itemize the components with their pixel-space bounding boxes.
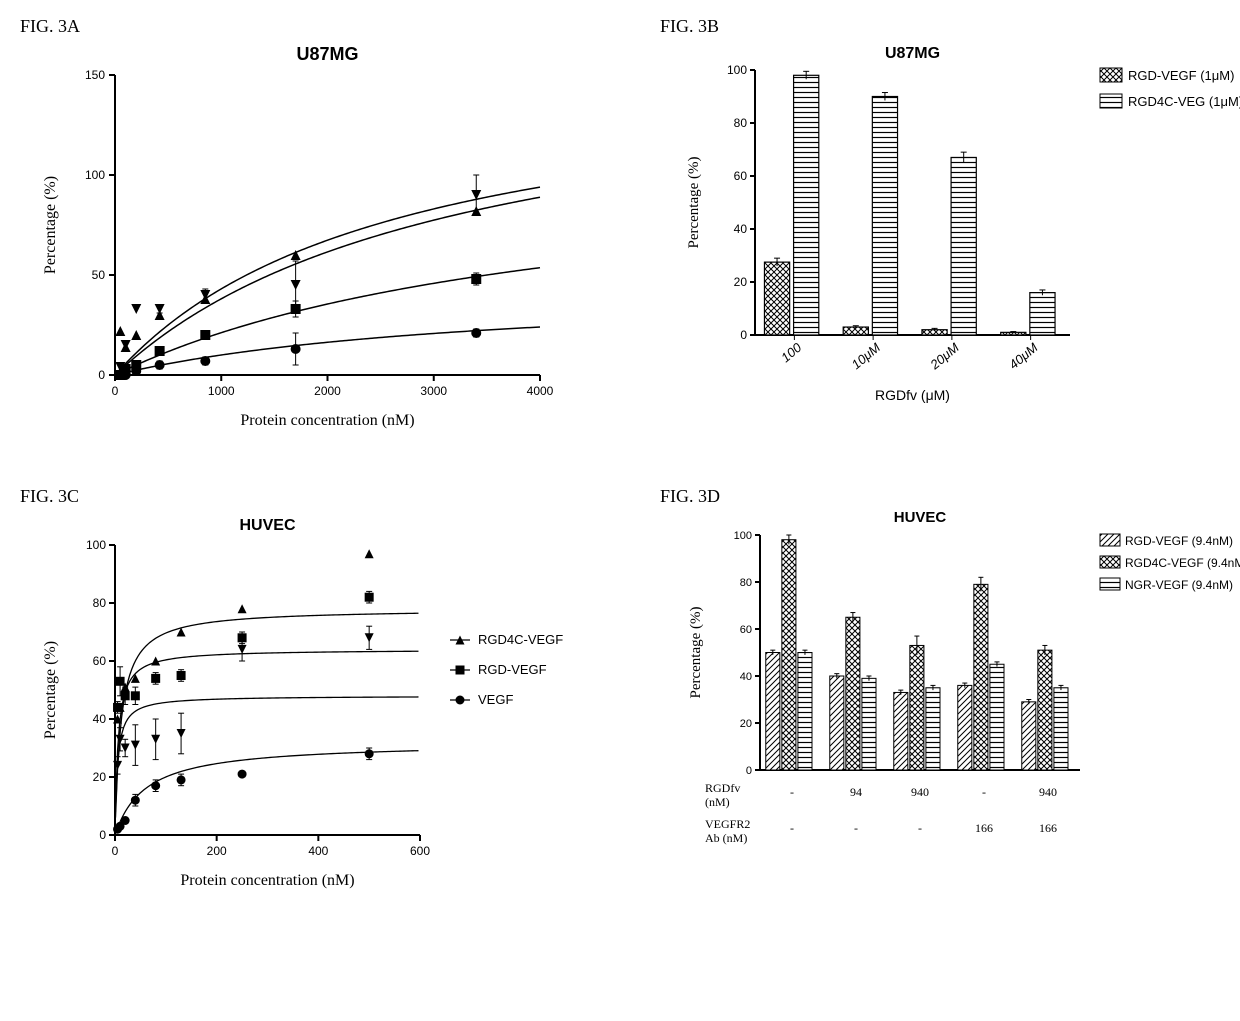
- panel-3c: FIG. 3C 0200400600020406080100HUVECProte…: [20, 490, 640, 930]
- svg-text:50: 50: [92, 268, 106, 282]
- panel-3a: FIG. 3A 01000200030004000050100150U87MGP…: [20, 20, 640, 460]
- svg-text:60: 60: [740, 624, 752, 636]
- svg-text:Protein concentration (nM): Protein concentration (nM): [240, 412, 414, 429]
- svg-text:U87MG: U87MG: [885, 45, 940, 62]
- svg-text:RGD-VEGF: RGD-VEGF: [478, 662, 547, 677]
- panel-3d: FIG. 3D 020406080100HUVECPercentage (%)R…: [660, 490, 1240, 930]
- svg-text:HUVEC: HUVEC: [239, 517, 295, 534]
- svg-text:VEGFR2: VEGFR2: [705, 817, 750, 831]
- svg-text:-: -: [854, 821, 858, 835]
- svg-text:40μM: 40μM: [1006, 340, 1041, 372]
- svg-text:94: 94: [850, 785, 862, 799]
- svg-text:0: 0: [740, 328, 747, 342]
- svg-text:20: 20: [734, 275, 748, 289]
- svg-text:U87MG: U87MG: [296, 44, 358, 64]
- svg-text:200: 200: [207, 844, 227, 858]
- svg-text:Percentage (%): Percentage (%): [688, 606, 704, 698]
- svg-text:RGD4C-VEGF (9.4nM): RGD4C-VEGF (9.4nM): [1125, 556, 1240, 570]
- svg-text:100: 100: [778, 339, 805, 365]
- svg-text:80: 80: [740, 577, 752, 589]
- svg-text:2000: 2000: [314, 384, 341, 398]
- svg-text:RGD4C-VEG (1μM): RGD4C-VEG (1μM): [1128, 94, 1240, 109]
- svg-text:100: 100: [86, 538, 106, 552]
- svg-text:-: -: [790, 821, 794, 835]
- fig-label-3d: FIG. 3D: [660, 486, 720, 507]
- svg-text:20: 20: [740, 718, 752, 730]
- panel-3b: FIG. 3B 02040608010010010μM20μM40μMU87MG…: [660, 20, 1240, 460]
- chart-3c: 0 200 400 600 0 20 40 60 80 100 HUVEC Protein conce…: [20, 490, 640, 930]
- svg-text:-: -: [982, 785, 986, 799]
- svg-text:940: 940: [1039, 785, 1057, 799]
- svg-text:80: 80: [734, 116, 748, 130]
- svg-text:100: 100: [85, 168, 105, 182]
- svg-text:100: 100: [734, 530, 752, 542]
- svg-text:Percentage (%): Percentage (%): [42, 641, 59, 739]
- svg-text:4000: 4000: [527, 384, 554, 398]
- fig-label-3b: FIG. 3B: [660, 16, 719, 37]
- svg-text:40: 40: [93, 712, 107, 726]
- svg-text:0: 0: [112, 384, 119, 398]
- svg-text:0: 0: [98, 368, 105, 382]
- svg-text:40: 40: [734, 222, 748, 236]
- svg-text:Protein concentration (nM): Protein concentration (nM): [180, 872, 354, 889]
- svg-text:RGD4C-VEGF: RGD4C-VEGF: [478, 632, 563, 647]
- svg-text:Ab (nM): Ab (nM): [705, 831, 747, 845]
- svg-text:VEGF: VEGF: [478, 692, 513, 707]
- svg-text:RGD-VEGF (1μM): RGD-VEGF (1μM): [1128, 68, 1234, 83]
- svg-text:3000: 3000: [420, 384, 447, 398]
- svg-text:1000: 1000: [208, 384, 235, 398]
- svg-text:HUVEC: HUVEC: [894, 509, 947, 526]
- svg-text:NGR-VEGF (9.4nM): NGR-VEGF (9.4nM): [1125, 578, 1233, 592]
- svg-text:60: 60: [734, 169, 748, 183]
- svg-text:166: 166: [975, 821, 993, 835]
- chart-3b: 0 20 40 60 80 100 100 10μM 20μM 40μM U87MG Percenta…: [660, 20, 1240, 460]
- svg-text:600: 600: [410, 844, 430, 858]
- svg-text:100: 100: [727, 63, 747, 77]
- svg-text:940: 940: [911, 785, 929, 799]
- svg-text:Percentage (%): Percentage (%): [686, 156, 702, 248]
- svg-text:RGDfv: RGDfv: [705, 781, 740, 795]
- svg-text:RGD-VEGF (9.4nM): RGD-VEGF (9.4nM): [1125, 534, 1233, 548]
- svg-text:60: 60: [93, 654, 107, 668]
- svg-text:0: 0: [746, 765, 752, 777]
- svg-text:10μM: 10μM: [849, 340, 884, 372]
- svg-text:20μM: 20μM: [927, 340, 962, 373]
- svg-text:(nM): (nM): [705, 795, 730, 809]
- svg-text:RGDfv (μM): RGDfv (μM): [875, 387, 950, 403]
- figure-grid: FIG. 3A 01000200030004000050100150U87MGP…: [20, 20, 1220, 930]
- fig-label-3c: FIG. 3C: [20, 486, 79, 507]
- svg-text:150: 150: [85, 68, 105, 82]
- svg-text:80: 80: [93, 596, 107, 610]
- svg-text:20: 20: [93, 770, 107, 784]
- svg-text:40: 40: [740, 671, 752, 683]
- svg-text:166: 166: [1039, 821, 1057, 835]
- svg-text:0: 0: [112, 844, 119, 858]
- svg-text:Percentage (%): Percentage (%): [42, 176, 59, 274]
- svg-text:0: 0: [99, 828, 106, 842]
- svg-text:400: 400: [308, 844, 328, 858]
- fig-label-3a: FIG. 3A: [20, 16, 80, 37]
- svg-text:-: -: [918, 821, 922, 835]
- chart-3d: 0 20 40 60 80 100 HUVEC Percentage (%) RGD-VEGF …: [660, 490, 1240, 930]
- svg-text:-: -: [790, 785, 794, 799]
- chart-3a: 0 1000 2000 3000 4000 0 50 100 150 U87MG Protein c…: [20, 20, 580, 460]
